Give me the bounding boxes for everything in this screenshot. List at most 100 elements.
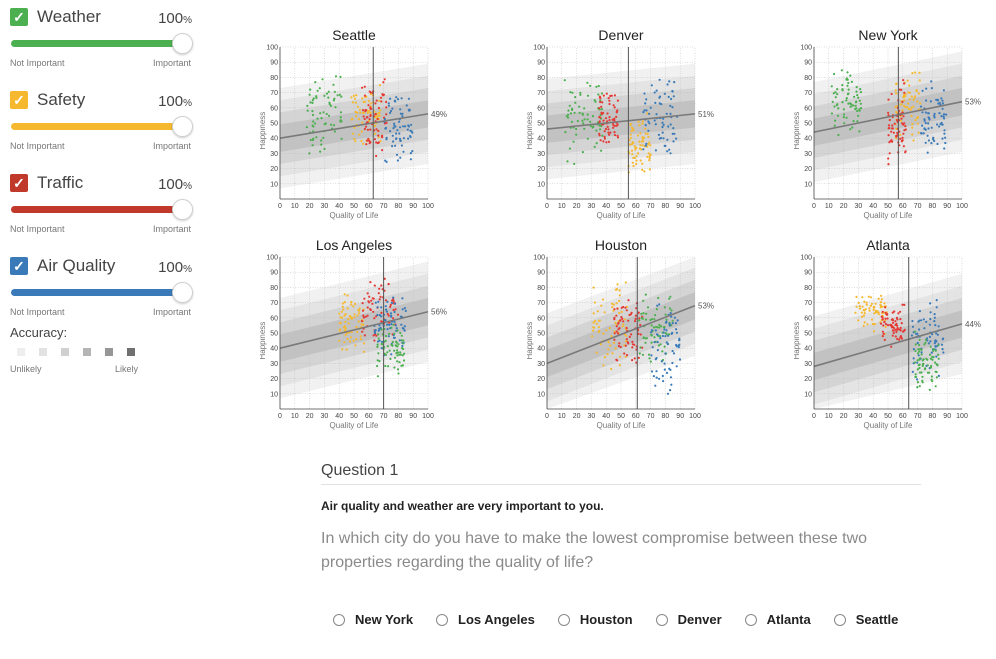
safety-checkbox[interactable]: ✓ [10, 91, 28, 109]
scatter-point [373, 317, 376, 320]
scatter-point [653, 119, 656, 122]
scatter-point [390, 315, 393, 318]
scatter-point [843, 122, 846, 125]
scatter-point [881, 335, 884, 338]
scatter-point [320, 117, 323, 120]
radio-button[interactable] [655, 613, 668, 626]
radio-button[interactable] [833, 613, 846, 626]
scatter-point [918, 363, 921, 366]
scatter-point [884, 311, 887, 314]
scatter-point [836, 93, 839, 96]
scatter-point [618, 342, 621, 345]
scatter-point [386, 312, 389, 316]
question-statement: Air quality and weather are very importa… [321, 499, 604, 513]
scatter-point [395, 137, 398, 140]
scatter-point [903, 82, 906, 85]
scatter-point [340, 95, 343, 98]
traffic-slider-track[interactable] [11, 206, 183, 213]
scatter-point [653, 336, 656, 339]
answer-option-atlanta[interactable]: Atlanta [744, 612, 811, 627]
air-quality-slider-handle[interactable] [172, 282, 193, 303]
scatter-point [639, 333, 642, 336]
scatter-point [833, 72, 836, 76]
result-percent: 49% [431, 110, 447, 119]
scatter-point [904, 151, 907, 154]
answer-option-seattle[interactable]: Seattle [833, 612, 898, 627]
scatter-point [613, 94, 616, 97]
scatter-point [877, 311, 880, 314]
scatter-point [628, 335, 631, 338]
scatter-point [918, 366, 921, 370]
scatter-point [857, 301, 860, 304]
air-quality-checkbox[interactable]: ✓ [10, 257, 28, 275]
scatter-point [583, 127, 586, 130]
y-tick-label: 10 [270, 181, 278, 188]
x-tick-label: 10 [291, 203, 299, 210]
x-tick-label: 20 [306, 203, 314, 210]
traffic-slider-handle[interactable] [172, 199, 193, 220]
scatter-point [618, 312, 621, 315]
scatter-point [634, 148, 637, 151]
answer-option-denver[interactable]: Denver [655, 612, 722, 627]
radio-button[interactable] [744, 613, 757, 626]
scatter-point [664, 144, 667, 147]
scatter-point [858, 108, 861, 111]
weather-slider-track[interactable] [11, 40, 183, 47]
scatter-point [641, 136, 644, 139]
answer-option-new-york[interactable]: New York [333, 612, 413, 627]
scatter-point [394, 125, 397, 128]
scatter-point [636, 152, 640, 155]
safety-slider-track[interactable] [11, 123, 183, 130]
scatter-point [911, 122, 914, 126]
scatter-point [399, 126, 402, 129]
x-tick-label: 0 [545, 203, 549, 210]
answer-option-houston[interactable]: Houston [557, 612, 633, 627]
scatter-point [377, 337, 380, 340]
weather-checkbox[interactable]: ✓ [10, 8, 28, 26]
safety-slider-handle[interactable] [172, 116, 193, 137]
air-quality-slider-track[interactable] [11, 289, 183, 296]
scatter-point [605, 92, 608, 95]
scatter-point [344, 320, 347, 323]
scatter-point [610, 367, 613, 371]
scatter-point [399, 108, 402, 111]
scatter-point [903, 122, 906, 125]
scatter-point [650, 318, 654, 321]
scatter-point [937, 374, 940, 377]
scatter-point [392, 336, 395, 339]
scatter-point [366, 306, 369, 309]
traffic-checkbox[interactable]: ✓ [10, 174, 28, 192]
scatter-point [928, 335, 931, 338]
scatter-point [377, 106, 380, 110]
scatter-point [659, 136, 663, 140]
scatter-point [918, 310, 921, 313]
answer-option-los-angeles[interactable]: Los Angeles [436, 612, 535, 627]
scatter-point [570, 120, 573, 123]
scatter-point [660, 360, 664, 363]
scatter-point [398, 353, 401, 356]
radio-button[interactable] [436, 613, 449, 626]
x-axis-label: Quality of Life [330, 211, 379, 220]
scatter-point [339, 316, 342, 319]
scatter-point [393, 122, 396, 125]
scatter-point [932, 348, 935, 351]
scatter-point [834, 119, 837, 122]
x-tick-label: 30 [588, 203, 596, 210]
scatter-point [881, 310, 884, 313]
scatter-point [675, 365, 678, 368]
radio-button[interactable] [557, 613, 570, 626]
scatter-point [895, 119, 899, 122]
accuracy-max-label: Likely [115, 364, 139, 374]
scatter-point [386, 351, 389, 354]
scatter-point [607, 128, 610, 131]
scatter-point [647, 152, 650, 155]
scatter-point [613, 124, 616, 127]
scatter-point [915, 332, 918, 335]
scatter-point [645, 312, 648, 315]
scatter-point [318, 87, 321, 90]
radio-button[interactable] [333, 613, 345, 626]
weather-slider-handle[interactable] [172, 33, 193, 54]
scatter-point [900, 88, 903, 91]
y-tick-label: 40 [804, 346, 812, 353]
scatter-point [672, 140, 675, 143]
